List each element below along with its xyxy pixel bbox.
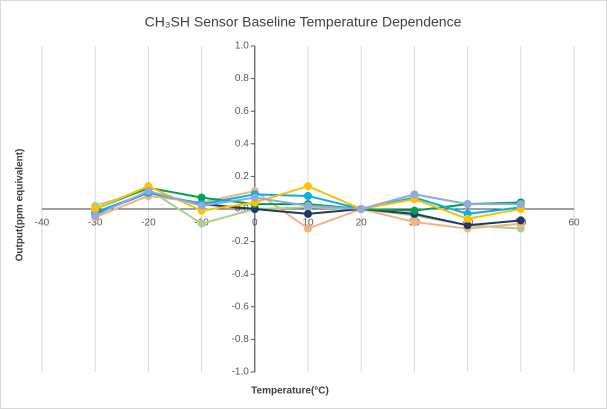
x-tick-label: -40 bbox=[35, 218, 50, 229]
y-tick-label: -0.2 bbox=[232, 236, 250, 247]
data-point bbox=[463, 214, 472, 223]
y-tick-label: 0.2 bbox=[235, 171, 249, 182]
y-tick-label: -0.4 bbox=[232, 269, 250, 280]
data-point bbox=[197, 219, 206, 228]
data-point bbox=[197, 193, 206, 202]
chart-title: CH₃SH Sensor Baseline Temperature Depend… bbox=[145, 14, 462, 30]
y-tick-label: 0.4 bbox=[235, 138, 249, 149]
y-tick-label: 0.6 bbox=[235, 106, 249, 117]
y-tick-label: -0.8 bbox=[232, 334, 250, 345]
data-point bbox=[304, 201, 312, 210]
x-tick-label: -20 bbox=[141, 218, 156, 229]
data-point bbox=[463, 221, 472, 230]
data-point bbox=[410, 218, 419, 227]
x-tick-label: 10 bbox=[302, 218, 314, 229]
data-point bbox=[91, 211, 100, 220]
data-point bbox=[463, 200, 472, 209]
y-tick-label: -1.0 bbox=[232, 367, 250, 378]
x-tick-label: -30 bbox=[88, 218, 103, 229]
data-point bbox=[304, 209, 312, 218]
data-point bbox=[304, 224, 312, 233]
x-tick-label: 20 bbox=[356, 218, 368, 229]
data-point bbox=[410, 206, 419, 215]
data-point bbox=[197, 201, 206, 210]
data-point bbox=[357, 205, 366, 213]
data-point bbox=[410, 190, 419, 199]
data-point bbox=[516, 216, 525, 225]
data-point bbox=[304, 191, 312, 200]
data-point bbox=[250, 193, 259, 202]
y-axis-title: Output(ppm equivalent) bbox=[15, 149, 26, 262]
x-axis-title: Temperature(°C) bbox=[251, 386, 329, 397]
data-point bbox=[516, 200, 525, 209]
y-tick-label: -0.6 bbox=[232, 301, 250, 312]
y-tick-label: 0.8 bbox=[235, 73, 249, 84]
data-point bbox=[144, 187, 153, 196]
y-tick-label: 1.0 bbox=[235, 41, 249, 52]
x-tick-label: 60 bbox=[568, 218, 580, 229]
data-point bbox=[91, 205, 100, 213]
data-point bbox=[304, 182, 312, 191]
